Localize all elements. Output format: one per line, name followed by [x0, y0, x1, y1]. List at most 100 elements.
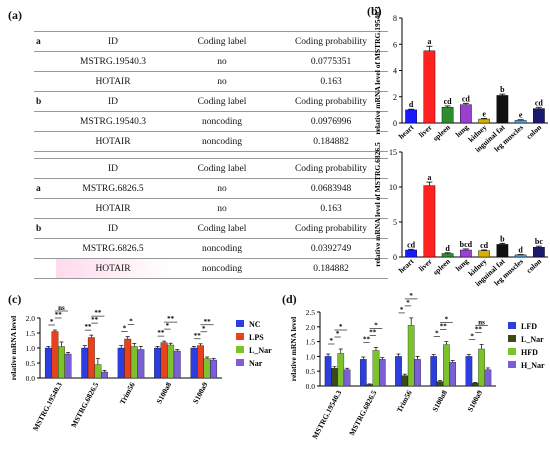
significance-marker: *: [336, 330, 340, 338]
significance-letter: a: [427, 173, 431, 182]
bar-lps: [51, 331, 59, 379]
x-tick-label: colon: [524, 122, 543, 141]
bar-h-nar: [484, 369, 492, 387]
bar-l-nar: [471, 382, 479, 387]
significance-letter: cd: [480, 241, 489, 250]
significance-letter: b: [500, 234, 505, 243]
bar-h-nar: [378, 359, 386, 387]
legend-swatch: [236, 320, 244, 327]
bar: [423, 50, 436, 124]
significance-marker: *: [470, 333, 474, 341]
bar: [423, 185, 436, 258]
x-tick-label: MSTRG.6826.5: [69, 381, 101, 430]
significance-letter: e: [482, 109, 486, 118]
panel-label-b: (b): [367, 4, 382, 18]
table-cell-prob: 0.0775351: [274, 51, 388, 72]
table-cell-id: MSTRG.19540.3: [56, 51, 170, 72]
legend-swatch: [508, 348, 516, 355]
x-tick-label: S100a8: [154, 380, 173, 405]
bar-h-nar: [449, 362, 457, 387]
bar: [496, 95, 509, 124]
bar-l-nar: [167, 344, 175, 379]
table-cell-id: ID: [56, 218, 170, 239]
legend-label: L_Nar: [249, 346, 272, 355]
significance-marker: **: [91, 316, 99, 324]
x-tick-label: MSTRG.19540.3: [310, 389, 343, 441]
panel-label-a: (a): [8, 8, 22, 22]
table-cell-group: a: [34, 31, 56, 52]
bar-hfd: [337, 353, 345, 387]
panel-label-c: (c): [8, 292, 22, 306]
y-tick-label: 1.0: [306, 352, 316, 361]
table-row: b ID Coding label Coding probability: [34, 91, 388, 112]
table-cell-prob: 0.163: [274, 71, 388, 92]
tissue-expression-chart-msrtg-6826: 0 5 10 15 relative mRNA level of MSTRG.6826.…: [373, 142, 548, 288]
bar-l-nar: [58, 346, 65, 379]
table-cell-group: [34, 51, 56, 72]
table-cell-prob: 0.0683948: [274, 178, 388, 199]
significance-marker: *: [409, 292, 413, 300]
table-cell-id: MSTRG.6826.5: [56, 178, 170, 199]
y-axis-label: relative mRNA level of MSTRG.19540.3: [373, 6, 382, 134]
significance-letter: cd: [407, 240, 416, 249]
table-cell-label: no: [170, 198, 274, 219]
x-tick-label: Trim56: [118, 380, 137, 405]
table-cell-group: b: [34, 91, 56, 112]
table-cell-label: Coding label: [170, 31, 274, 52]
significance-marker: **: [167, 315, 175, 323]
bar: [405, 249, 417, 258]
legend-label: NC: [249, 320, 261, 329]
table-cell-prob: Coding probability: [274, 218, 388, 239]
legend-swatch: [508, 322, 516, 329]
bar-nar: [137, 349, 145, 379]
bar-lps: [87, 337, 95, 379]
table-cell-id: HOTAIR: [56, 258, 170, 279]
coding-table-2: ID Coding label Coding probability a MSTRG.6…: [34, 158, 388, 279]
table-cell-prob: 0.184882: [274, 258, 388, 279]
bar: [496, 244, 509, 258]
y-tick-label: 8: [393, 14, 397, 23]
significance-letter: cd: [444, 97, 453, 106]
table-cell-prob: 0.163: [274, 198, 388, 219]
bar-l-nar: [401, 375, 409, 387]
significance-marker: *: [445, 316, 449, 324]
table-cell-group: [34, 158, 56, 179]
table-row: HOTAIR no 0.163: [34, 71, 388, 92]
coding-table-1: a ID Coding label Coding probability MSTRG.1…: [34, 31, 388, 152]
x-tick-label: MSTRG.6826.5: [347, 389, 379, 438]
y-tick-label: 5: [393, 218, 397, 227]
table-row: ID Coding label Coding probability: [34, 158, 388, 179]
significance-marker: **: [194, 332, 202, 340]
significance-marker: **: [369, 329, 377, 337]
table-row: a ID Coding label Coding probability: [34, 31, 388, 52]
x-tick-label: S100a9: [191, 380, 210, 405]
bar: [514, 254, 527, 258]
table-cell-id: MSTRG.6826.5: [56, 238, 170, 259]
significance-marker: **: [475, 326, 483, 334]
bar: [478, 250, 490, 258]
bar-nc: [154, 347, 161, 379]
bar-h-nar: [414, 359, 421, 387]
y-axis-label: relative mRNA level of MSTRG.6826.5: [373, 142, 382, 267]
table-row: MSTRG.19540.3 noncoding 0.0976996: [34, 111, 388, 132]
significance-letter: d: [445, 244, 450, 253]
legend-label: H_Nar: [521, 361, 545, 370]
significance-marker: *: [123, 325, 127, 333]
table-cell-group: b: [34, 218, 56, 239]
bar-nar: [64, 353, 72, 379]
legend-swatch: [236, 359, 244, 366]
bar: [441, 253, 454, 258]
table-row: HOTAIR no 0.163: [34, 198, 388, 219]
bar: [533, 246, 545, 258]
y-tick-label: 0.0: [306, 382, 316, 391]
significance-letter: b: [500, 85, 505, 94]
legend-swatch: [236, 333, 244, 340]
y-tick-label: 1.0: [26, 344, 36, 353]
y-axis-label: relative mRNA level: [9, 316, 18, 380]
y-tick-label: 2.0: [26, 314, 36, 323]
bar-nc: [117, 347, 125, 379]
bar-nc: [44, 347, 52, 379]
table-cell-prob: Coding probability: [274, 158, 388, 179]
table-row: MSTRG.19540.3 no 0.0775351: [34, 51, 388, 72]
table-row: HOTAIR noncoding 0.184882: [34, 258, 388, 279]
